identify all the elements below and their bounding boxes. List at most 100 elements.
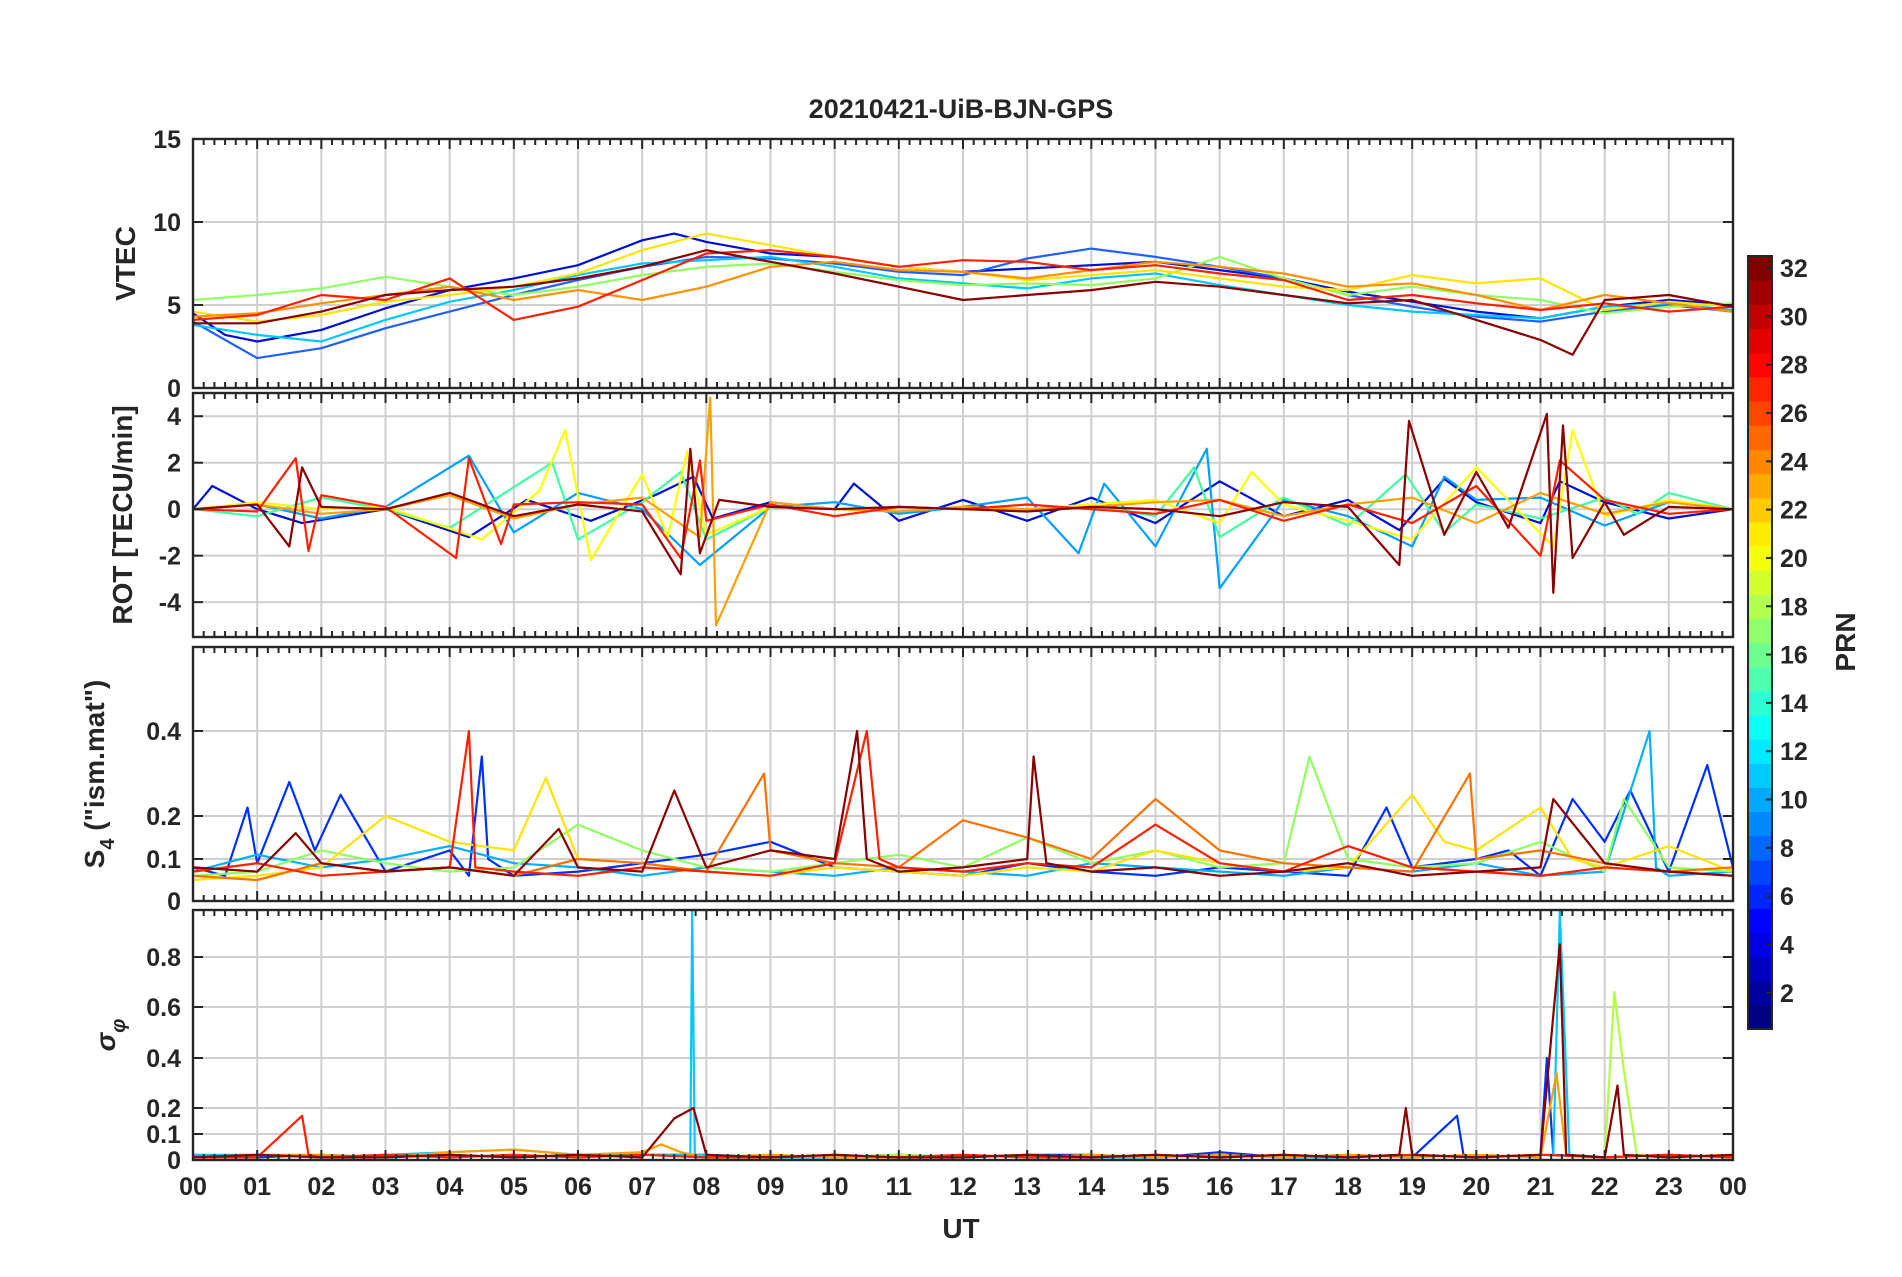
x-tick-label: 07 — [628, 1173, 656, 1201]
colorbar-segment — [1748, 376, 1772, 402]
vtec-y-tick-label: 5 — [167, 292, 181, 320]
rot-y-tick-label: 4 — [167, 403, 181, 431]
colorbar-segment — [1748, 425, 1772, 450]
colorbar-tick-label: 8 — [1780, 835, 1794, 863]
s4-y-tick-label: 0.4 — [146, 718, 181, 746]
colorbar-tick-label: 16 — [1780, 642, 1808, 670]
colorbar-segment — [1748, 714, 1772, 740]
x-axis: 00 01 02 03 04 05 06 07 08 09 10 11 12 13 14 15 16 17 18 19… — [179, 1173, 1747, 1201]
vtec-series-prn-23 — [193, 260, 1733, 318]
s4-y-tick-label: 0.2 — [146, 803, 181, 831]
colorbar-segment — [1748, 328, 1772, 354]
x-tick-label: 15 — [1142, 1173, 1170, 1201]
colorbar-tick-label: 12 — [1780, 738, 1808, 766]
sigma-phi-y-axis-label: σφ — [90, 1019, 130, 1052]
vtec-series-group — [193, 232, 1733, 360]
colorbar-tick-label: 2 — [1780, 980, 1794, 1008]
rot-y-tick-label: 2 — [167, 450, 181, 478]
x-tick-label: 21 — [1527, 1173, 1555, 1201]
x-tick-label: 00 — [1719, 1173, 1747, 1201]
x-tick-label: 10 — [821, 1173, 849, 1201]
rot-series-prn-31 — [193, 412, 1733, 594]
x-tick-label: 02 — [307, 1173, 335, 1201]
x-tick-label: 22 — [1591, 1173, 1619, 1201]
x-tick-label: 11 — [886, 1173, 913, 1201]
s4-y-tick-label: 0 — [167, 888, 181, 916]
s4-series-prn-20 — [193, 776, 1733, 882]
colorbar-label: PRN — [1830, 612, 1861, 671]
colorbar-segment — [1748, 763, 1772, 789]
colorbar-segment — [1748, 859, 1772, 885]
x-tick-label: 05 — [500, 1173, 528, 1201]
colorbar-tick-label: 32 — [1780, 255, 1808, 283]
colorbar-segment — [1748, 521, 1772, 547]
colorbar-tick-label: 20 — [1780, 545, 1808, 573]
s4-y-tick-label: 0.1 — [146, 846, 181, 874]
x-tick-label: 01 — [243, 1173, 271, 1201]
rot-series-prn-10 — [193, 447, 1733, 590]
sigma-phi-y-tick-label: 0.6 — [146, 994, 181, 1022]
x-tick-label: 03 — [372, 1173, 400, 1201]
vtec-series-prn-27 — [193, 249, 1733, 321]
x-tick-label: 09 — [757, 1173, 785, 1201]
rot-panel: 4 2 0 -2 -4 ROT [TECU/min] — [107, 391, 1735, 639]
vtec-panel: 0 5 10 15 VTEC — [110, 126, 1735, 403]
colorbar-tick-label: 24 — [1780, 448, 1808, 476]
sigma-phi-y-tick-label: 0.4 — [146, 1045, 181, 1073]
s4-series-group — [193, 729, 1733, 882]
rot-series-group — [193, 396, 1733, 627]
colorbar-frame — [1747, 255, 1773, 1030]
sigma-phi-y-tick-label: 0 — [167, 1147, 181, 1175]
s4-series-prn-27 — [193, 729, 1733, 877]
colorbar-tick-label: 10 — [1780, 787, 1808, 815]
rot-y-tick-label: 0 — [167, 496, 181, 524]
colorbar-segment — [1748, 811, 1772, 837]
x-tick-label: 04 — [436, 1173, 464, 1201]
colorbar-tick-label: 18 — [1780, 593, 1808, 621]
x-tick-label: 19 — [1398, 1173, 1426, 1201]
sigma-phi-y-tick-label: 0.1 — [146, 1121, 181, 1149]
chart-title: 20210421-UiB-BJN-GPS — [809, 94, 1114, 124]
colorbar-tick-label: 30 — [1780, 303, 1808, 331]
s4-panel: 0 0.1 0.2 0.4 S4 ("ism.mat") — [79, 645, 1735, 916]
x-tick-label: 00 — [179, 1173, 207, 1201]
colorbar-tick-label: 22 — [1780, 497, 1808, 525]
vtec-series-prn-12 — [193, 255, 1733, 343]
colorbar-segment — [1748, 956, 1772, 982]
s4-y-axis-label: S4 ("ism.mat") — [79, 680, 119, 869]
vtec-series-prn-31 — [193, 249, 1733, 356]
x-tick-label: 12 — [949, 1173, 977, 1201]
x-tick-label: 13 — [1013, 1173, 1041, 1201]
rot-y-axis-label: ROT [TECU/min] — [107, 405, 138, 624]
sigma-phi-y-tick-label: 0.2 — [146, 1095, 181, 1123]
x-tick-label: 17 — [1270, 1173, 1298, 1201]
x-tick-label: 08 — [692, 1173, 720, 1201]
colorbar-segment — [1748, 666, 1772, 692]
colorbar-tick-label: 14 — [1780, 690, 1808, 718]
s4-series-prn-11 — [193, 729, 1733, 877]
sigma-phi-panel: 00.10.2 0.4 0.6 0.8 σφ — [90, 908, 1735, 1175]
vtec-y-axis-label: VTEC — [110, 226, 141, 301]
colorbar-segment — [1748, 908, 1772, 933]
s4-series-prn-31 — [193, 729, 1733, 877]
colorbar-tick-label: 6 — [1780, 883, 1794, 911]
colorbar-segment — [1748, 473, 1772, 499]
colorbar-tick-label: 28 — [1780, 352, 1808, 380]
colorbar-tick-label: 26 — [1780, 400, 1808, 428]
x-axis-label: UT — [942, 1213, 979, 1244]
sigma-phi-y-tick-label: 0.8 — [146, 944, 181, 972]
vtec-y-tick-label: 10 — [153, 209, 181, 237]
vtec-y-tick-label: 0 — [167, 375, 181, 403]
rot-y-tick-label: -2 — [159, 543, 181, 571]
x-tick-label: 06 — [564, 1173, 592, 1201]
x-tick-label: 20 — [1462, 1173, 1490, 1201]
colorbar-tick-label: 4 — [1780, 931, 1794, 959]
x-tick-label: 16 — [1206, 1173, 1234, 1201]
vtec-series-prn-7 — [193, 247, 1733, 360]
x-tick-label: 14 — [1077, 1173, 1105, 1201]
colorbar-segment — [1748, 570, 1772, 595]
rot-y-tick-label: -4 — [159, 589, 181, 617]
